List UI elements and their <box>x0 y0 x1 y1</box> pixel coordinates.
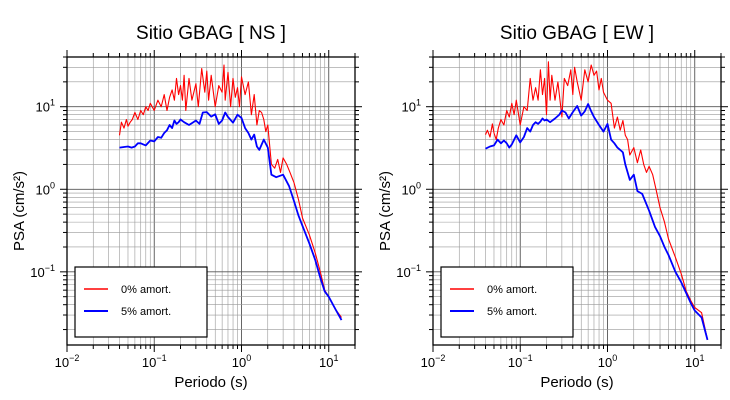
chart-panel-1: 10−2 10−1 100 101 10−1 100 101 Sitio GBAG [ EW … <box>377 23 728 391</box>
y-tick-label: 10−1 <box>396 263 421 280</box>
tick-marks <box>426 50 728 352</box>
legend-box <box>74 266 208 338</box>
legend-label: 0% amort. <box>487 284 537 296</box>
x-tick-label: 101 <box>685 353 704 370</box>
y-tick-label: 101 <box>36 98 55 115</box>
y-tick-label: 100 <box>36 180 55 197</box>
y-tick-label: 100 <box>402 180 421 197</box>
x-tick-label: 10−2 <box>55 353 80 370</box>
y-tick-label: 101 <box>402 98 421 115</box>
chart-panel-0: 10−2 10−1 100 101 10−1 100 101 Sitio GBAG [ NS … <box>11 23 362 391</box>
x-tick-label: 10−1 <box>142 353 167 370</box>
x-tick-label: 10−2 <box>421 353 446 370</box>
x-tick-label: 10−1 <box>508 353 533 370</box>
x-tick-label: 100 <box>232 353 251 370</box>
legend: 0% amort. 5% amort. <box>440 266 574 338</box>
legend-box <box>440 266 574 338</box>
x-tick-label: 101 <box>319 353 338 370</box>
series-line-undamped <box>484 61 709 341</box>
legend: 0% amort. 5% amort. <box>74 266 208 338</box>
series-line-damped <box>119 111 343 321</box>
series-line-damped <box>485 103 709 341</box>
plot-frame <box>66 56 356 346</box>
y-axis-label: PSA (cm/s²) <box>11 171 28 251</box>
x-tick-label: 100 <box>598 353 617 370</box>
y-tick-label: 10−1 <box>30 263 55 280</box>
legend-label: 5% amort. <box>121 306 171 318</box>
series-line-undamped <box>118 64 342 318</box>
legend-label: 5% amort. <box>487 306 537 318</box>
x-axis-label: Periodo (s) <box>174 374 247 391</box>
plot-frame <box>432 56 722 346</box>
chart-title: Sitio GBAG [ NS ] <box>136 23 286 44</box>
legend-label: 0% amort. <box>121 284 171 296</box>
tick-marks <box>60 50 362 352</box>
x-axis-label: Periodo (s) <box>540 374 613 391</box>
chart-title: Sitio GBAG [ EW ] <box>500 23 654 44</box>
y-axis-label: PSA (cm/s²) <box>377 171 394 251</box>
